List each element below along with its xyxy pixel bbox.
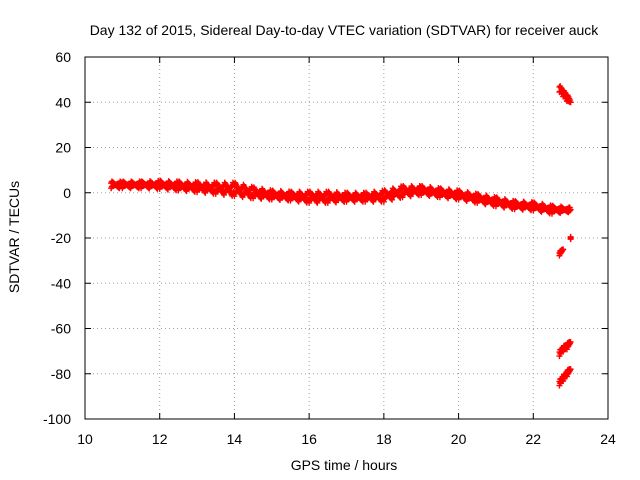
data-point bbox=[567, 339, 574, 346]
y-tick-label: -20 bbox=[51, 230, 71, 246]
data-point bbox=[380, 198, 387, 205]
data-point bbox=[399, 194, 406, 201]
x-tick-label: 20 bbox=[451, 431, 467, 447]
x-tick-label: 14 bbox=[227, 431, 243, 447]
grid-lines bbox=[85, 57, 608, 419]
data-point bbox=[212, 190, 219, 197]
data-point bbox=[306, 199, 313, 206]
y-tick-label: 60 bbox=[55, 49, 71, 65]
data-point bbox=[314, 199, 321, 206]
y-tick-label: 40 bbox=[55, 94, 71, 110]
x-tick-label: 18 bbox=[376, 431, 392, 447]
chart-title: Day 132 of 2015, Sidereal Day-to-day VTE… bbox=[90, 22, 600, 38]
y-tick-label: -80 bbox=[51, 366, 71, 382]
data-point bbox=[567, 233, 574, 240]
y-tick-label: -40 bbox=[51, 275, 71, 291]
data-point bbox=[560, 246, 567, 253]
tick-labels: 10 12 14 16 18 20 22 24 -100 -80 -60 -40 -20 0 20 40 60 bbox=[43, 49, 616, 447]
data-point bbox=[250, 195, 257, 202]
x-axis-label: GPS time / hours bbox=[291, 457, 398, 473]
data-point bbox=[566, 207, 573, 214]
data-point bbox=[324, 199, 331, 206]
data-point bbox=[231, 193, 238, 200]
axes bbox=[84, 56, 609, 420]
x-tick-label: 22 bbox=[525, 431, 541, 447]
x-tick-label: 24 bbox=[600, 431, 616, 447]
data-points bbox=[108, 83, 574, 389]
y-tick-label: 20 bbox=[55, 140, 71, 156]
data-point bbox=[567, 99, 574, 106]
data-point bbox=[567, 206, 574, 213]
data-point bbox=[220, 191, 227, 198]
data-point bbox=[567, 366, 574, 373]
y-axis-label: SDTVAR / TECUs bbox=[6, 181, 22, 293]
data-point bbox=[239, 194, 246, 201]
y-tick-label: -100 bbox=[43, 411, 71, 427]
y-tick-label: -60 bbox=[51, 321, 71, 337]
data-point bbox=[559, 247, 566, 254]
data-point bbox=[389, 196, 396, 203]
x-tick-label: 10 bbox=[77, 431, 93, 447]
y-tick-label: 0 bbox=[63, 185, 71, 201]
x-tick-label: 12 bbox=[152, 431, 168, 447]
x-tick-label: 16 bbox=[301, 431, 317, 447]
